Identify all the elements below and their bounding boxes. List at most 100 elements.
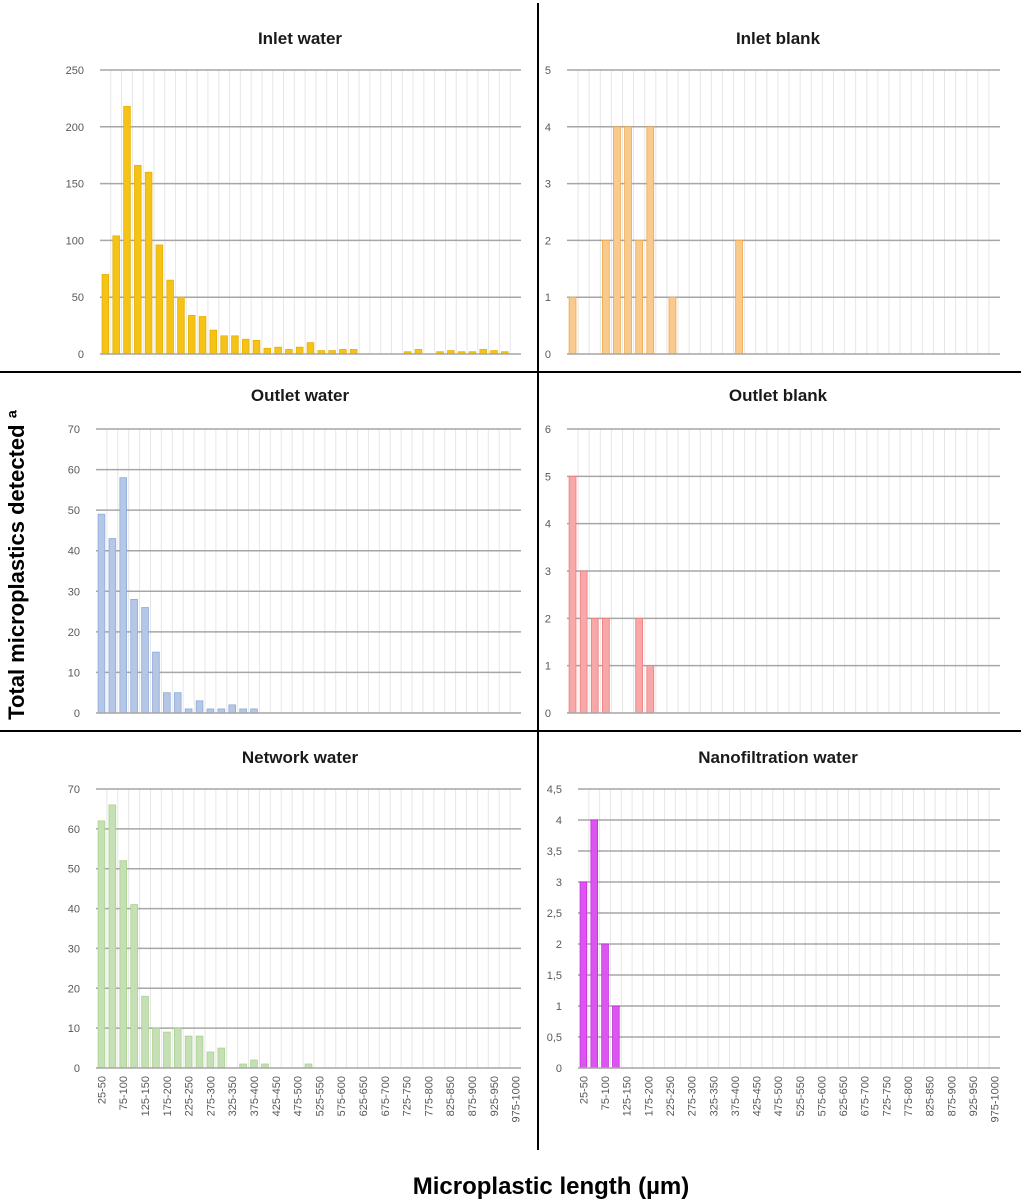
x-tick-label: 775-800 <box>903 1076 915 1116</box>
bar <box>130 904 138 1069</box>
x-tick-label: 275-300 <box>205 1076 217 1116</box>
panel-inlet-blank: 0 1 2 3 4 5 Inlet blank <box>545 29 1000 361</box>
bar <box>601 943 609 1069</box>
panel-title: Inlet blank <box>736 29 821 48</box>
bar <box>195 700 204 714</box>
panel-title: Outlet blank <box>729 386 828 405</box>
x-tick-label: 975-1000 <box>511 1076 523 1123</box>
bar <box>590 617 599 714</box>
x-tick-label: 225-250 <box>665 1076 677 1116</box>
y-tick-label: 30 <box>68 943 80 955</box>
x-axis-label: Microplastic length (µm) <box>413 1173 690 1200</box>
bar <box>173 692 182 714</box>
bar <box>206 1051 215 1069</box>
y-tick-label: 60 <box>68 824 80 836</box>
x-tick-label: 625-650 <box>358 1076 370 1116</box>
bar <box>141 995 149 1069</box>
x-tick-label: 675-700 <box>860 1076 872 1116</box>
x-tick-label: 775-800 <box>423 1076 435 1116</box>
x-tick-label: 575-600 <box>816 1076 828 1116</box>
bar <box>163 1031 171 1069</box>
x-tick-label: 575-600 <box>336 1076 348 1116</box>
y-tick-label: 2 <box>545 613 551 625</box>
y-tick-label: 3,5 <box>547 846 562 858</box>
x-tick-label: 925-950 <box>968 1076 980 1116</box>
bar <box>188 314 196 355</box>
x-tick-label: 175-200 <box>162 1076 174 1116</box>
x-tick-label: 225-250 <box>184 1076 196 1116</box>
x-tick-label: 625-650 <box>838 1076 850 1116</box>
bar <box>228 704 236 714</box>
bar <box>231 335 239 355</box>
bar <box>568 296 577 355</box>
bar <box>612 1005 620 1069</box>
x-tick-label: 475-500 <box>293 1076 305 1116</box>
y-tick-label: 50 <box>72 292 84 304</box>
x-tick-label: 875-900 <box>946 1076 958 1116</box>
bar <box>568 475 577 714</box>
x-tick-label: 75-100 <box>118 1076 130 1110</box>
y-tick-label: 150 <box>66 179 84 191</box>
bar <box>209 329 218 355</box>
bar <box>613 126 621 355</box>
panel-nanofiltration-water: 0 0,5 1 1,5 2 2,5 3 3,5 4 4,5 25-50 75-100 125-150 17… <box>547 748 1002 1123</box>
y-tick-label: 250 <box>66 65 84 77</box>
bar <box>590 819 598 1069</box>
bar <box>195 1035 204 1069</box>
x-tick-label: 25-50 <box>96 1076 108 1104</box>
x-tick-label: 525-550 <box>795 1076 807 1116</box>
panel-outlet-blank: 0 1 2 3 4 5 6 Outlet blank <box>545 386 1000 720</box>
bar <box>155 244 164 355</box>
bar <box>173 1027 182 1069</box>
y-tick-label: 2 <box>556 939 562 951</box>
x-tick-label: 475-500 <box>773 1076 785 1116</box>
bar <box>112 235 120 355</box>
y-tick-label: 50 <box>68 505 80 517</box>
x-tick-label: 125-150 <box>622 1076 634 1116</box>
y-tick-label: 3 <box>545 179 551 191</box>
y-tick-label: 30 <box>68 586 80 598</box>
bar <box>108 804 117 1069</box>
y-tick-label: 5 <box>545 65 551 77</box>
bar <box>602 239 610 355</box>
y-tick-label: 0 <box>545 708 551 720</box>
bar <box>241 338 250 355</box>
y-tick-label: 2 <box>545 235 551 247</box>
x-tick-label: 725-750 <box>881 1076 893 1116</box>
bar <box>668 296 677 355</box>
y-tick-label: 0 <box>78 349 84 361</box>
y-tick-label: 10 <box>68 1023 80 1035</box>
x-tick-label: 325-350 <box>227 1076 239 1116</box>
x-tick-label: 975-1000 <box>990 1076 1002 1123</box>
bar <box>101 274 110 355</box>
y-tick-label: 1 <box>545 292 551 304</box>
panel-inlet-water: 0 50 100 150 200 250 Inlet water <box>66 29 521 361</box>
x-tick-label: 425-450 <box>752 1076 764 1116</box>
y-tick-label: 4 <box>545 122 551 134</box>
bar <box>579 881 588 1069</box>
y-tick-label: 60 <box>68 465 80 477</box>
bar <box>635 239 643 355</box>
x-tick-label: 25-50 <box>578 1076 590 1104</box>
bar <box>646 126 655 355</box>
y-tick-label: 40 <box>68 904 80 916</box>
y-tick-label: 4 <box>556 815 562 827</box>
bar <box>217 1047 226 1069</box>
y-tick-label: 200 <box>66 122 84 134</box>
x-tick-label: 875-900 <box>467 1076 479 1116</box>
y-tick-label: 4 <box>545 519 551 531</box>
x-tick-label: 125-150 <box>140 1076 152 1116</box>
bar <box>166 279 174 355</box>
bar <box>97 513 106 714</box>
bar <box>152 1027 160 1069</box>
y-tick-label: 20 <box>68 627 80 639</box>
y-tick-label: 1 <box>545 661 551 673</box>
y-tick-label: 0 <box>74 1063 80 1075</box>
bar <box>624 126 632 355</box>
y-tick-label: 10 <box>68 667 80 679</box>
y-tick-label: 50 <box>68 864 80 876</box>
bar <box>252 339 261 355</box>
y-tick-label: 1,5 <box>547 970 562 982</box>
bar <box>635 617 643 714</box>
bar <box>177 296 185 355</box>
